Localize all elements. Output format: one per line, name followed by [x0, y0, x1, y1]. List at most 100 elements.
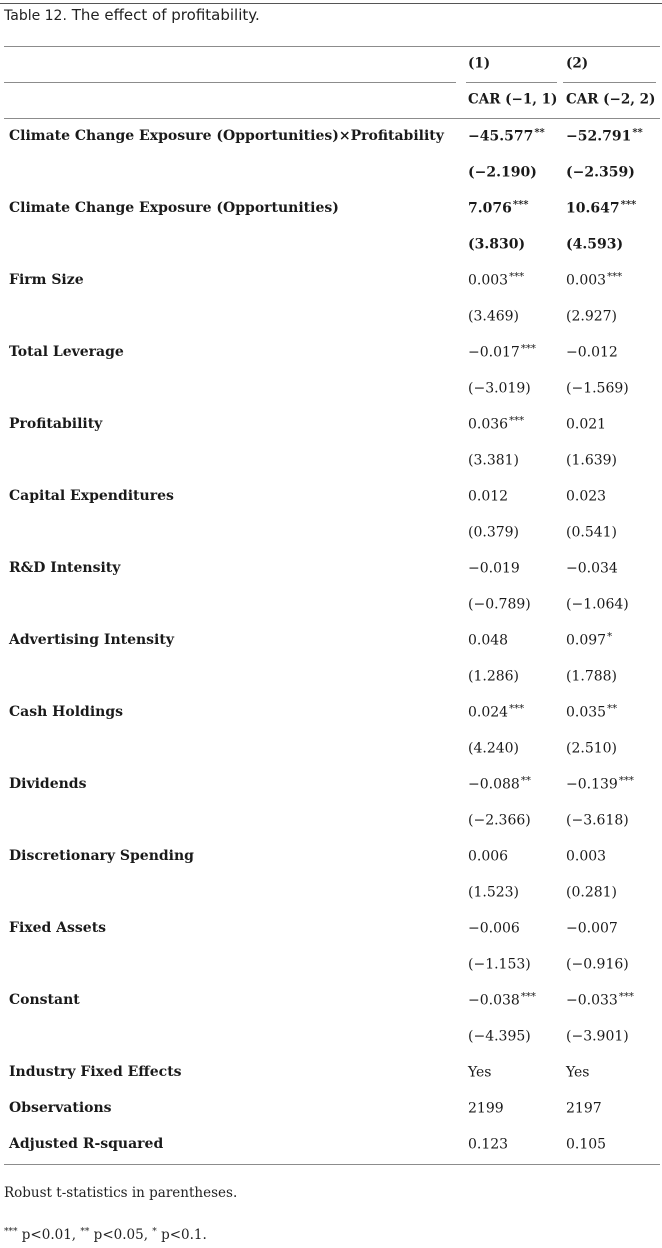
table-row: Fixed Assets −0.006 −0.007 — [0, 910, 662, 946]
table-row: Discretionary Spending 0.006 0.003 — [0, 838, 662, 874]
column-1-value: 0.123 — [468, 1137, 509, 1152]
cell-value: (−0.789) — [468, 596, 531, 613]
table-row: (−3.019) (−1.569) — [0, 370, 662, 406]
cell-value: 0.048 — [468, 632, 509, 649]
row-label: Profitability — [9, 416, 103, 432]
cell-value: (1.788) — [566, 668, 618, 685]
cell-value: (−2.190) — [468, 164, 537, 181]
row-label: Discretionary Spending — [9, 848, 194, 864]
table-row: (−2.190) (−2.359) — [0, 154, 662, 190]
column-2-value: −52.791** — [566, 128, 643, 145]
column-2-value: 0.105 — [566, 1137, 607, 1152]
table-row: (3.830) (4.593) — [0, 226, 662, 262]
cell-value: −0.006 — [468, 920, 520, 937]
column-1-number: (1) — [468, 55, 491, 72]
cell-value: (1.523) — [468, 884, 520, 901]
column-2-value: 2197 — [566, 1101, 603, 1116]
table-row: R&D Intensity −0.019 −0.034 — [0, 550, 662, 586]
cell-value: Yes — [468, 1064, 492, 1081]
table-row: Capital Expenditures 0.012 0.023 — [0, 478, 662, 514]
column-2-value: 0.003*** — [566, 271, 623, 289]
row-label: Climate Change Exposure (Opportunities) — [9, 200, 339, 216]
table-row: (−4.395) (−3.901) — [0, 1018, 662, 1054]
cell-value: (−3.019) — [468, 380, 531, 397]
cell-value: (4.593) — [566, 236, 624, 253]
cell-value: (−1.153) — [468, 956, 531, 973]
column-1-value: (−2.366) — [468, 813, 532, 828]
column-1-value: 0.024*** — [468, 704, 524, 721]
significance-stars: *** — [520, 991, 536, 1003]
table-row: Total Leverage −0.017*** −0.012 — [0, 334, 662, 370]
cell-value: −0.139 — [566, 776, 618, 793]
note-significance: *** p<0.01, ** p<0.05, * p<0.1. — [4, 1227, 207, 1243]
cell-value: (−3.618) — [566, 812, 629, 829]
column-1-value: (0.379) — [468, 525, 520, 540]
column-1-value: (3.830) — [468, 237, 526, 252]
column-1-value: (4.240) — [468, 741, 520, 756]
column-1-value: (−0.789) — [468, 597, 532, 612]
column-2-value: (2.927) — [566, 309, 618, 324]
note-stars-3: * — [152, 1227, 157, 1237]
note-text-3: p<0.1. — [156, 1227, 207, 1243]
cell-value: (−1.569) — [566, 380, 629, 397]
cell-value: (−2.359) — [566, 164, 635, 181]
significance-stars: *** — [618, 775, 634, 787]
column-1-value: 0.003*** — [468, 272, 524, 288]
row-label: Firm Size — [9, 272, 84, 288]
column-2-value: −0.007 — [566, 921, 619, 936]
column-2-value: (2.510) — [566, 741, 618, 756]
header-bottom-rule — [4, 118, 660, 119]
table-row: (−2.366) (−3.618) — [0, 802, 662, 838]
table-label: Table 12. — [4, 8, 67, 24]
cell-value: 10.647 — [566, 200, 620, 217]
cell-value: (1.286) — [468, 668, 520, 685]
column-1-value: (−4.395) — [468, 1029, 532, 1044]
table-row: (3.469) (2.927) — [0, 298, 662, 334]
column-1-value: 7.076*** — [468, 199, 529, 216]
cell-value: −0.019 — [468, 560, 520, 577]
row-label: R&D Intensity — [9, 560, 121, 576]
cell-value: (2.510) — [566, 740, 618, 757]
table-title: The effect of profitability. — [71, 6, 260, 24]
cell-value: −0.034 — [566, 560, 618, 577]
significance-stars: * — [607, 631, 613, 643]
cell-value: 0.003 — [566, 848, 607, 865]
table-row: Cash Holdings 0.024*** 0.035** — [0, 694, 662, 730]
table-row: (3.381) (1.639) — [0, 442, 662, 478]
table-caption: Table 12. The effect of profitability. — [4, 6, 260, 24]
row-label: Dividends — [9, 776, 87, 792]
column-2-value: 0.021 — [566, 417, 607, 432]
significance-stars: ** — [520, 775, 531, 787]
cell-value: (−1.064) — [566, 596, 629, 613]
table-row: (−1.153) (−0.916) — [0, 946, 662, 982]
column-2-value: (−3.901) — [566, 1029, 630, 1044]
cell-value: (4.240) — [468, 740, 520, 757]
table-row: Profitability 0.036*** 0.021 — [0, 406, 662, 442]
column-1-value: 0.006 — [468, 849, 509, 864]
cell-value: 0.036 — [468, 416, 509, 433]
cell-value: 0.012 — [468, 488, 509, 505]
cell-value: Yes — [566, 1064, 590, 1081]
cell-value: −52.791 — [566, 128, 632, 145]
column-2-value: 0.003 — [566, 849, 607, 864]
cell-value: 2197 — [566, 1100, 602, 1117]
note-stars-1: *** — [4, 1227, 18, 1237]
note-text-2: p<0.05, — [89, 1227, 153, 1243]
column-2-value: −0.139*** — [566, 775, 634, 793]
significance-stars: *** — [512, 199, 529, 211]
column-2-value: (−1.064) — [566, 597, 630, 612]
cell-value: −0.007 — [566, 920, 618, 937]
cell-value: 0.003 — [566, 272, 607, 289]
table-row: Firm Size 0.003*** 0.003*** — [0, 262, 662, 298]
significance-stars: *** — [607, 271, 623, 283]
table-row: Adjusted R-squared 0.123 0.105 — [0, 1126, 662, 1162]
cell-value: 2199 — [468, 1100, 504, 1117]
cell-value: 0.024 — [468, 704, 509, 721]
cell-value: −0.012 — [566, 344, 618, 361]
header-row-numbers: (1) (2) — [0, 46, 662, 82]
column-1-value: (1.523) — [468, 885, 520, 900]
cell-value: (−3.901) — [566, 1028, 629, 1045]
significance-stars: ** — [534, 127, 545, 139]
cell-value: (1.639) — [566, 452, 618, 469]
table-row: Industry Fixed Effects Yes Yes — [0, 1054, 662, 1090]
